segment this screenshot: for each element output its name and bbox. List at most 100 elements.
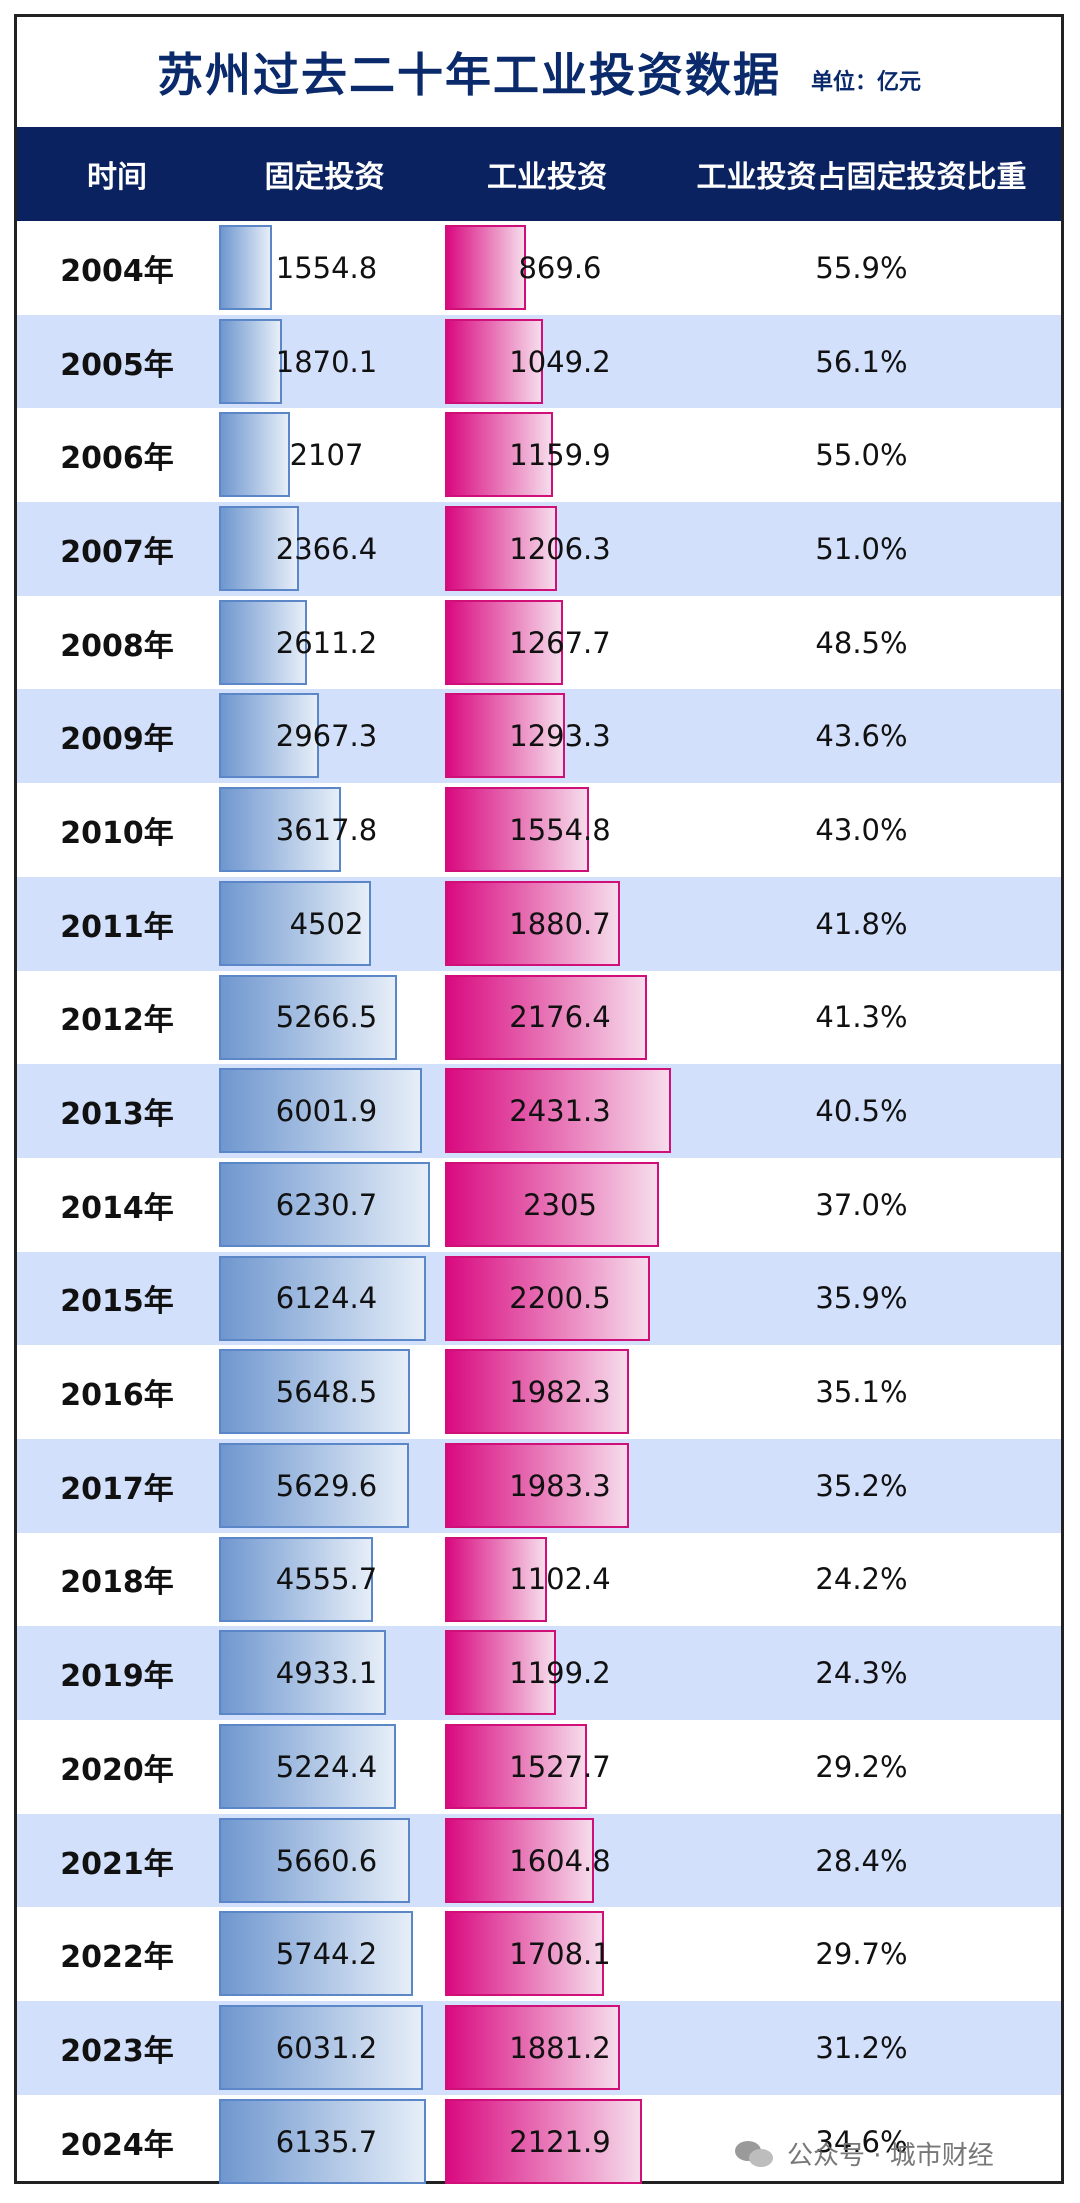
industrial-investment-value: 1982.3 — [509, 1375, 611, 1410]
table-row: 2013年 6001.9 2431.3 40.5% — [17, 1064, 1061, 1158]
fixed-investment-value: 2611.2 — [275, 625, 378, 660]
fixed-investment-value: 4933.1 — [275, 1656, 378, 1691]
industrial-investment-bar — [445, 318, 543, 404]
industrial-investment-value: 1102.4 — [509, 1562, 611, 1597]
ratio-value: 55.0% — [815, 438, 908, 473]
fixed-investment-value: 5744.2 — [275, 1937, 378, 1972]
industrial-investment-bar — [445, 599, 563, 685]
ratio-value: 34.6% — [815, 2124, 908, 2159]
industrial-investment-value: 1604.8 — [509, 1843, 611, 1878]
year-label: 2022年 — [60, 1940, 174, 1976]
table-row: 2016年 5648.5 1982.3 35.1% — [17, 1345, 1061, 1439]
table-row: 2018年 4555.7 1102.4 24.2% — [17, 1533, 1061, 1627]
year-label: 2010年 — [60, 815, 174, 851]
ratio-value: 28.4% — [815, 1843, 908, 1878]
table-row: 2006年 2107 1159.9 55.0% — [17, 408, 1061, 502]
industrial-investment-value: 2121.9 — [509, 2124, 611, 2159]
industrial-investment-value: 1708.1 — [509, 1937, 611, 1972]
table-row: 2014年 6230.7 2305 37.0% — [17, 1158, 1061, 1252]
year-label: 2012年 — [60, 1003, 174, 1039]
industrial-investment-bar — [445, 2098, 642, 2184]
header-fixed-investment: 固定投资 — [264, 160, 385, 195]
table-row: 2023年 6031.2 1881.2 31.2% — [17, 2001, 1061, 2095]
table-row: 2012年 5266.5 2176.4 41.3% — [17, 971, 1061, 1065]
industrial-investment-bar — [445, 1349, 629, 1435]
table-row: 2007年 2366.4 1206.3 51.0% — [17, 502, 1061, 596]
year-label: 2009年 — [60, 722, 174, 758]
ratio-value: 41.8% — [815, 906, 908, 941]
fixed-investment-value: 3617.8 — [275, 812, 378, 847]
ratio-value: 41.3% — [815, 1000, 908, 1035]
industrial-investment-value: 2176.4 — [509, 1000, 611, 1035]
fixed-investment-value: 6135.7 — [275, 2124, 378, 2159]
industrial-investment-value: 1267.7 — [509, 625, 611, 660]
table-row: 2024年 6135.7 2121.9 34.6% — [17, 2095, 1061, 2189]
ratio-value: 24.2% — [815, 1562, 908, 1597]
ratio-value: 35.1% — [815, 1375, 908, 1410]
industrial-investment-bar — [445, 506, 557, 592]
fixed-investment-bar — [219, 1442, 409, 1528]
header-year: 时间 — [87, 160, 147, 195]
ratio-value: 29.2% — [815, 1749, 908, 1784]
industrial-investment-bar — [445, 2005, 620, 2091]
fixed-investment-bar — [219, 2098, 426, 2184]
industrial-investment-value: 1199.2 — [509, 1656, 611, 1691]
year-label: 2023年 — [60, 2033, 174, 2069]
fixed-investment-value: 2967.3 — [275, 719, 378, 754]
header-industrial-investment: 工业投资 — [487, 160, 607, 195]
chart-title: 苏州过去二十年工业投资数据 — [156, 48, 781, 102]
table-body: 2004年 1554.8 869.6 55.9% 2005年 1870.1 1049.2 56… — [17, 221, 1061, 2188]
ratio-value: 55.9% — [815, 250, 908, 285]
fixed-investment-bar — [219, 318, 282, 404]
fixed-investment-value: 2107 — [289, 438, 364, 473]
table-row: 2011年 4502 1880.7 41.8% — [17, 876, 1061, 971]
fixed-investment-bar — [219, 974, 397, 1060]
fixed-investment-bar — [219, 412, 290, 498]
table-row: 2005年 1870.1 1049.2 56.1% — [17, 314, 1061, 409]
industrial-investment-bar — [445, 693, 565, 779]
year-label: 2013年 — [60, 1097, 174, 1133]
table-row: 2022年 5744.2 1708.1 29.7% — [17, 1907, 1061, 2001]
industrial-investment-bar — [445, 412, 553, 498]
fixed-investment-bar — [219, 225, 272, 310]
table-header: 时间 固定投资 工业投资 工业投资占固定投资比重 — [17, 127, 1061, 221]
fixed-investment-value: 6001.9 — [275, 1094, 378, 1129]
ratio-value: 40.5% — [815, 1094, 908, 1129]
ratio-value: 29.7% — [815, 1937, 908, 1972]
fixed-investment-bar — [219, 880, 371, 966]
year-label: 2011年 — [60, 909, 174, 945]
fixed-investment-value: 1870.1 — [275, 344, 378, 379]
fixed-investment-bar — [219, 1349, 410, 1435]
industrial-investment-value: 1983.3 — [509, 1468, 611, 1503]
year-label: 2016年 — [60, 1378, 174, 1414]
ratio-value: 31.2% — [815, 2030, 908, 2065]
fixed-investment-value: 4555.7 — [275, 1562, 378, 1597]
fixed-investment-bar — [219, 1068, 422, 1154]
industrial-investment-value: 2431.3 — [509, 1094, 611, 1129]
fixed-investment-value: 5648.5 — [275, 1375, 378, 1410]
year-label: 2024年 — [60, 2127, 174, 2163]
industrial-investment-value: 1159.9 — [509, 438, 611, 473]
unit-label: 单位：亿元 — [810, 70, 921, 95]
watermark-text: 公众号 · 城市财经 — [787, 2141, 994, 2171]
fixed-investment-value: 4502 — [289, 906, 364, 941]
ratio-value: 43.0% — [815, 812, 908, 847]
ratio-value: 37.0% — [815, 1187, 908, 1222]
table-row: 2017年 5629.6 1983.3 35.2% — [17, 1438, 1061, 1533]
year-label: 2019年 — [60, 1659, 174, 1695]
fixed-investment-bar — [219, 1724, 396, 1809]
fixed-investment-bar — [219, 693, 319, 779]
table-row: 2004年 1554.8 869.6 55.9% — [17, 221, 1061, 315]
year-label: 2014年 — [60, 1190, 174, 1226]
fixed-investment-bar — [219, 2005, 423, 2091]
fixed-investment-value: 5629.6 — [275, 1468, 378, 1503]
fixed-investment-bar — [219, 1630, 386, 1716]
industrial-investment-value: 1206.3 — [509, 531, 611, 566]
industrial-investment-bar — [445, 1068, 671, 1154]
fixed-investment-bar — [219, 1817, 410, 1903]
table-row: 2010年 3617.8 1554.8 43.0% — [17, 783, 1061, 877]
year-label: 2004年 — [60, 253, 174, 289]
industrial-investment-bar — [445, 1161, 659, 1247]
fixed-investment-value: 5224.4 — [275, 1749, 378, 1784]
fixed-investment-bar — [219, 1536, 373, 1622]
